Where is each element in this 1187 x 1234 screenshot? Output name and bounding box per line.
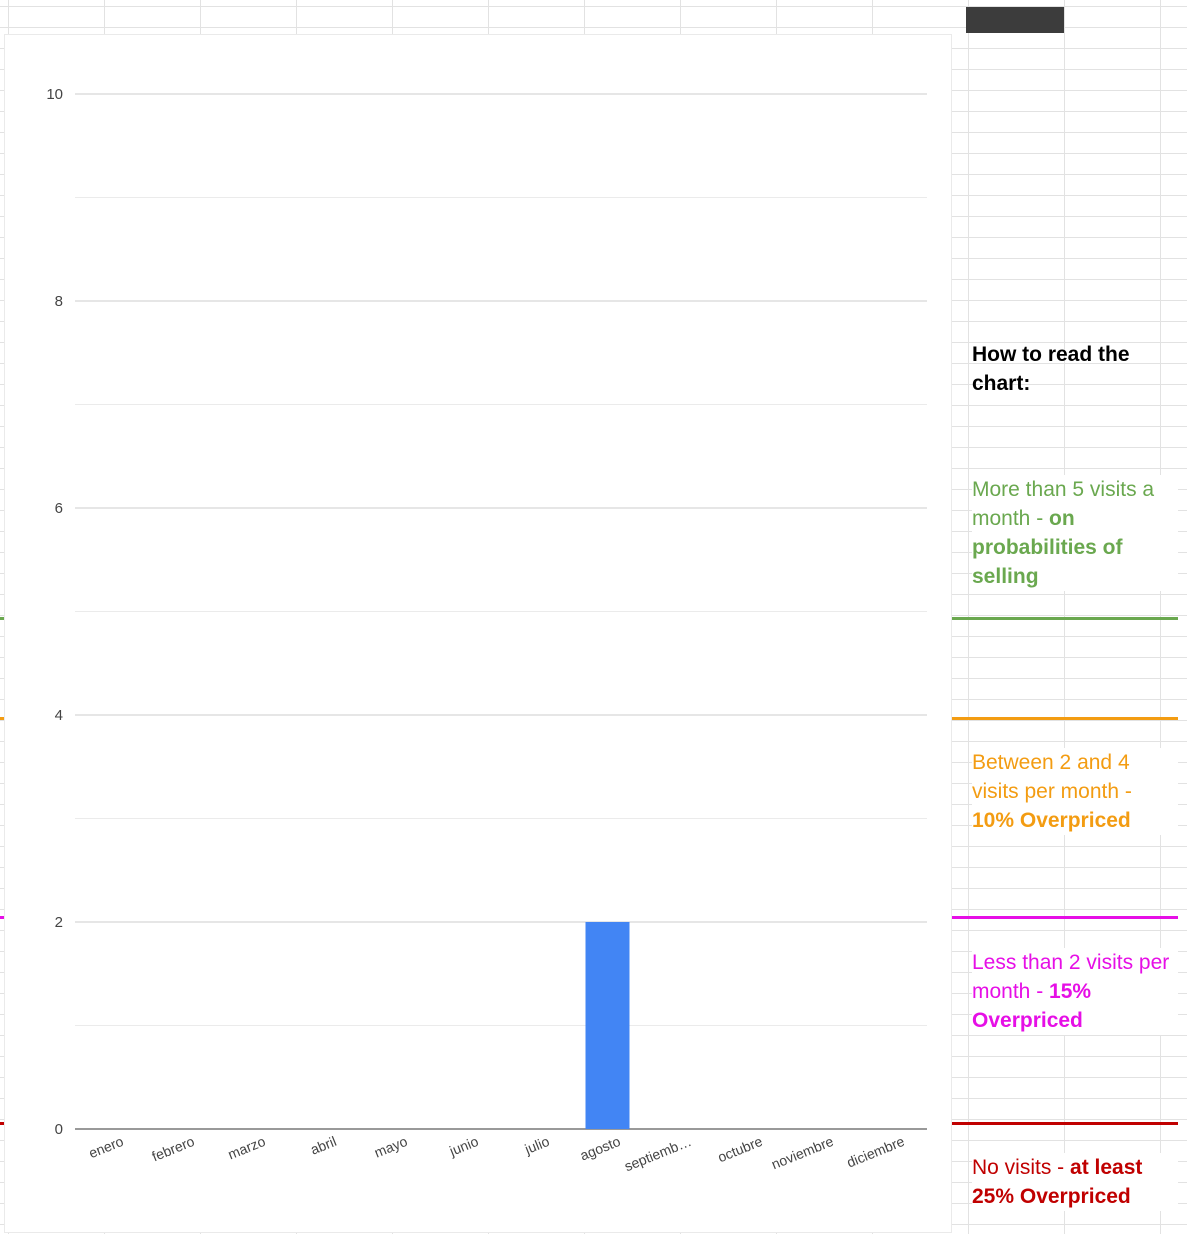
selected-cell[interactable]: [966, 7, 1064, 33]
legend-note-none-text: No visits -: [972, 1156, 1071, 1179]
x-tick-label: julio: [522, 1133, 552, 1158]
y-tick-label: 2: [55, 914, 63, 931]
y-tick-label: 4: [55, 707, 63, 724]
x-tick-label: mayo: [372, 1133, 410, 1161]
bar-chart: 0 2 4 6 8 10 enero febrero marzo abril mayo junio ju…: [46, 86, 927, 1174]
legend-note-high-bold: on probabilities of selling: [972, 507, 1123, 588]
legend-note-high: More than 5 visits a month - on probabil…: [972, 475, 1178, 591]
chart-panel: 0 2 4 6 8 10 enero febrero marzo abril mayo junio ju…: [4, 34, 952, 1233]
legend-note-none-bold: at least 25% Overpriced: [972, 1156, 1143, 1208]
legend-note-high-text: More than 5 visits a month -: [972, 478, 1155, 530]
edge-tick-low: [0, 916, 4, 919]
band-line-high: [952, 617, 1178, 620]
x-tick-label: agosto: [578, 1133, 623, 1164]
legend-note-medium-bold: 10% Overpriced: [972, 809, 1131, 832]
legend-note-low: Less than 2 visits per month - 15% Overp…: [972, 948, 1178, 1035]
legend-note-low-bold: 15% Overpriced: [972, 980, 1092, 1032]
y-tick-label: 6: [55, 500, 63, 517]
bar-agosto[interactable]: [585, 922, 630, 1129]
x-tick-label: octubre: [715, 1133, 764, 1165]
legend-note-medium-text: Between 2 and 4 visits per month -: [972, 751, 1132, 803]
band-line-low: [952, 916, 1178, 919]
x-tick-label: noviembre: [769, 1133, 836, 1172]
edge-tick-none: [0, 1122, 4, 1125]
edge-tick-medium: [0, 717, 4, 720]
x-tick-label: septiemb…: [622, 1133, 694, 1174]
legend-note-medium: Between 2 and 4 visits per month - 10% O…: [972, 748, 1178, 835]
y-tick-label: 8: [55, 293, 63, 310]
legend-note-none: No visits - at least 25% Overpriced: [972, 1153, 1178, 1211]
x-tick-label: febrero: [150, 1133, 197, 1165]
x-tick-label: diciembre: [844, 1133, 906, 1171]
edge-tick-high: [0, 617, 4, 620]
x-tick-label: enero: [86, 1133, 125, 1161]
band-line-none: [952, 1122, 1178, 1125]
y-tick-label: 0: [55, 1121, 63, 1138]
x-tick-label: abril: [308, 1133, 339, 1158]
band-line-medium: [952, 717, 1178, 720]
legend-title: How to read the chart:: [972, 343, 1130, 395]
x-tick-label: junio: [446, 1133, 481, 1159]
legend-note-low-text: Less than 2 visits per month -: [972, 951, 1170, 1003]
y-tick-label: 10: [46, 86, 63, 103]
x-tick-label: marzo: [226, 1133, 268, 1162]
